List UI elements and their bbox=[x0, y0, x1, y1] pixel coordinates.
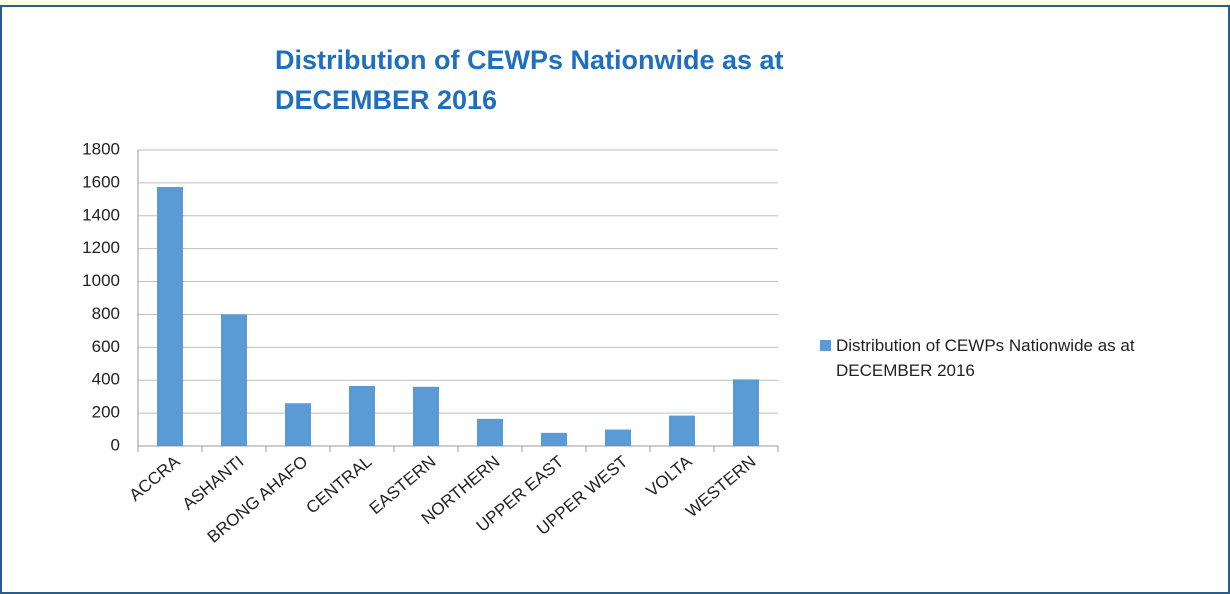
chart-frame bbox=[0, 5, 1230, 594]
y-tick-label: 1600 bbox=[82, 172, 120, 191]
bar bbox=[541, 432, 567, 446]
y-tick-label: 1000 bbox=[82, 271, 120, 290]
x-tick-label: VOLTA bbox=[642, 452, 695, 501]
y-tick-label: 400 bbox=[92, 370, 120, 389]
y-tick-label: 1800 bbox=[82, 139, 120, 158]
chart-title: Distribution of CEWPs Nationwide as at D… bbox=[275, 45, 784, 115]
x-tick-label: WESTERN bbox=[682, 452, 759, 521]
x-tick-label: CENTRAL bbox=[302, 452, 375, 518]
bar bbox=[477, 418, 503, 446]
bar bbox=[733, 379, 759, 446]
bar bbox=[605, 429, 631, 446]
y-tick-label: 600 bbox=[92, 337, 120, 356]
y-tick-label: 0 bbox=[111, 435, 120, 454]
bar bbox=[285, 403, 311, 446]
bar bbox=[157, 187, 183, 446]
y-tick-label: 1400 bbox=[82, 205, 120, 224]
legend-swatch bbox=[820, 340, 831, 351]
bar bbox=[669, 415, 695, 446]
bar bbox=[413, 386, 439, 446]
y-tick-label: 800 bbox=[92, 304, 120, 323]
y-tick-label: 200 bbox=[92, 403, 120, 422]
bar bbox=[221, 314, 247, 446]
x-tick-label: ACCRA bbox=[126, 452, 184, 505]
y-tick-label: 1200 bbox=[82, 238, 120, 257]
legend-label: Distribution of CEWPs Nationwide as at D… bbox=[836, 336, 1135, 380]
bar bbox=[349, 385, 375, 446]
